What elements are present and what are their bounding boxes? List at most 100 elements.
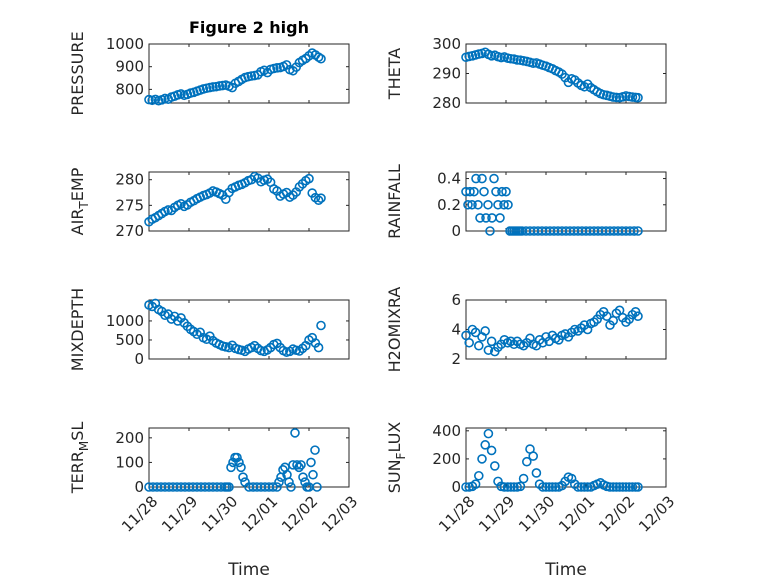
data-point [469,186,479,197]
data-point [298,472,308,482]
data-point [316,320,326,331]
data-point [547,482,558,492]
x-tick-label: 12/03 [635,492,678,535]
data-point [316,193,326,203]
data-point [238,472,248,482]
y-axis-label: SUNFLUX [385,422,408,494]
data-point [483,428,494,439]
data-point [480,440,491,450]
x-tick-label: 12/03 [318,492,361,535]
y-axis-label: AIRTEMP [68,167,91,235]
data-point [605,482,615,492]
data-point [633,311,643,322]
data-point [544,482,555,492]
data-point [467,199,477,210]
data-point [505,53,516,64]
data-point [501,186,511,197]
data-point [292,460,302,470]
data-point [463,199,473,210]
data-point [481,213,491,223]
series-markers [461,428,643,492]
data-point [629,226,639,236]
y-tick-label: 280 [432,94,461,112]
data-point [471,173,481,184]
panel-air_temp: 270 275 280 AIRTEMP [68,167,350,240]
data-point [486,445,497,456]
data-point [480,326,491,336]
series-markers [144,298,326,357]
y-tick-label: 1000 [106,312,144,330]
data-point [486,336,497,347]
data-point [633,482,643,492]
data-point [497,186,507,197]
data-point [224,482,234,492]
data-point [489,461,500,471]
y-axis-label: H2OMIXRA [385,287,404,373]
data-point [485,226,495,236]
y-tick-label: 4 [451,321,461,339]
y-tick-label: 275 [115,196,144,214]
series-markers [461,173,643,236]
data-point [521,456,532,467]
data-point [611,92,622,103]
data-point [608,92,619,102]
data-point [576,482,587,492]
data-point [582,482,593,492]
data-point [236,462,246,473]
y-axis-label: THETA [385,48,404,100]
panel-h2omixra: 2 4 6 H2OMIXRA [385,287,667,373]
data-point [502,482,513,492]
x-tick-label: 11/30 [198,492,241,535]
x-axis-label: Time [544,560,587,580]
data-point [473,340,484,351]
y-tick-label: 200 [432,450,461,468]
series-markers [144,48,326,106]
data-point [286,482,296,492]
data-point [312,482,322,492]
panel-theta: 280 290 300 THETA [385,35,667,112]
data-point [531,468,542,478]
data-point [232,452,242,463]
x-tick-label: 12/01 [238,492,281,535]
x-tick-label: 11/30 [515,492,558,535]
data-point [274,477,284,487]
data-point [491,186,501,197]
x-tick-label: 12/01 [555,492,598,535]
data-point [308,469,318,480]
data-point [313,342,324,353]
series-markers [144,428,322,492]
figure-title: Figure 2 high [189,18,309,37]
data-point [304,173,314,184]
data-point [483,345,494,355]
y-tick-label: 0 [134,478,144,496]
x-axis-label: Time [227,560,270,580]
y-tick-label: 280 [115,171,144,189]
data-point [528,451,539,461]
data-point [234,457,244,468]
data-point [475,213,485,223]
data-point [306,457,316,468]
data-point [528,58,539,68]
data-point [627,482,638,492]
data-point [614,482,625,492]
data-point [537,482,548,492]
y-tick-label: 300 [432,35,461,53]
x-tick-label: 11/28 [435,492,478,535]
data-point [499,482,510,492]
y-tick-label: 900 [115,58,144,76]
data-point [621,482,631,492]
data-point [499,199,509,210]
data-point [608,482,619,492]
data-point [479,186,489,197]
data-point [489,173,499,184]
data-point [509,482,519,492]
data-point [464,337,475,348]
data-point [573,482,583,492]
data-point [541,482,551,492]
panel-rainfall: 0 0.2 0.4 RAINFALL [385,164,667,240]
data-point [477,454,487,464]
